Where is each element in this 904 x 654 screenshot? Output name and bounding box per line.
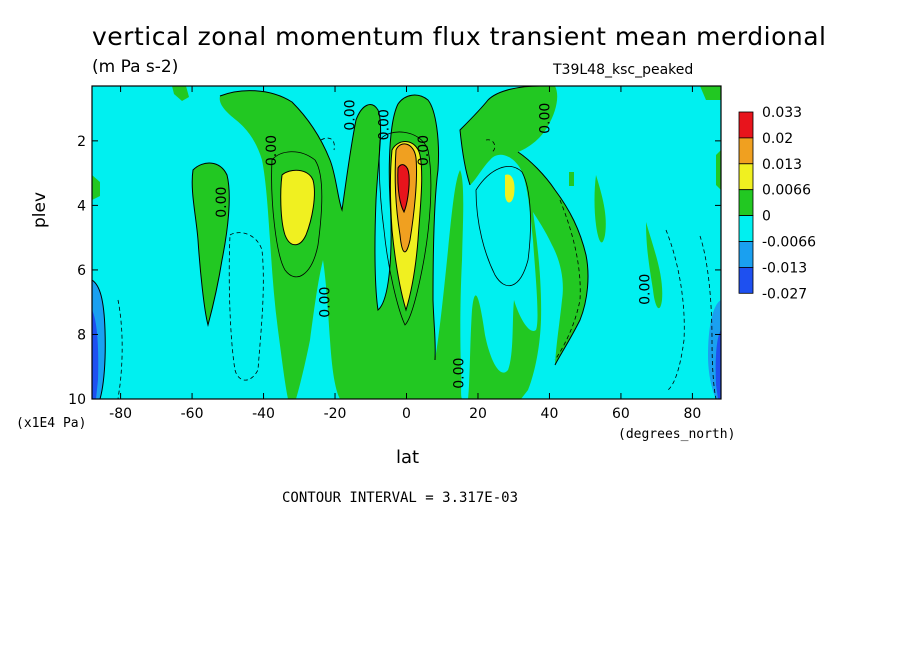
contour-label: 0.00 — [638, 274, 654, 305]
legend-swatch — [738, 215, 754, 242]
legend-label: 0.02 — [762, 131, 793, 147]
region-negative-south-strong — [92, 310, 99, 399]
contour-dashed-small — [320, 137, 335, 151]
contour-eq-2 — [390, 141, 423, 312]
contour-zero-sh-mid — [191, 162, 230, 327]
x-tick-label: 60 — [612, 406, 630, 422]
contour-label-group: 0.00 0.00 0.00 0.00 0.00 0.00 0.00 0.00 0.00 — [214, 99, 654, 388]
x-tick-label: 0 — [402, 406, 411, 422]
region-green-south-edge — [92, 175, 100, 200]
legend-label: 0.0066 — [762, 183, 811, 199]
legend-label: -0.013 — [762, 260, 807, 276]
region-green-north-edge — [716, 150, 721, 190]
chart-subtitle: (m Pa s-2) — [92, 57, 179, 77]
contour-label: 0.00 — [537, 103, 553, 134]
contour-label: 0.00 — [452, 358, 468, 389]
region-red-eq — [397, 164, 410, 212]
legend-swatch — [738, 137, 754, 165]
contour-label: 0.00 — [214, 187, 230, 218]
legend-swatch — [738, 189, 754, 216]
region-yellow-sh-jet — [280, 170, 315, 245]
contour-label: 0.00 — [377, 109, 393, 140]
contour-label: 0.00 — [343, 99, 359, 130]
chart-title: vertical zonal momentum flux transient m… — [92, 22, 827, 51]
contour-zero-nh — [517, 151, 589, 366]
y-axis-units: (x1E4 Pa) — [16, 416, 87, 431]
x-axis-units: (degrees_north) — [618, 427, 736, 442]
legend-label: 0.013 — [762, 157, 802, 173]
contour-dashed-nh-70 — [665, 229, 685, 391]
y-tick-label: 10 — [68, 392, 86, 408]
region-green-nh-70 — [646, 222, 663, 309]
legend-label: -0.027 — [762, 286, 807, 302]
legend-swatch — [738, 266, 754, 294]
contour-sh-jet-outer — [271, 151, 323, 278]
y-tick-label: 8 — [77, 327, 86, 343]
x-tick-label: 40 — [541, 406, 559, 422]
contour-label: 0.00 — [416, 135, 432, 166]
region-green-top-nh — [700, 86, 721, 100]
run-label: T39L48_ksc_peaked — [553, 62, 694, 78]
contour-interval-note: CONTOUR INTERVAL = 3.317E-03 — [282, 490, 519, 506]
plot-field — [92, 86, 721, 399]
contour-eq-3 — [394, 143, 418, 253]
contour-dashed-nh-mid — [554, 199, 581, 361]
contour-eq-4 — [397, 164, 410, 214]
region-green-nh-small — [594, 175, 606, 243]
legend-swatch — [738, 163, 754, 191]
y-tick-label: 6 — [77, 263, 86, 279]
contour-zero-south — [92, 279, 106, 399]
color-legend: 0.033 0.02 0.013 0.0066 0 -0.0066 -0.013 -0.027 — [738, 105, 816, 302]
contour-sh-jet-inner — [280, 169, 315, 246]
region-yellow-nh-30 — [505, 174, 515, 203]
legend-swatch — [738, 241, 754, 268]
contour-zero-nh-top — [459, 86, 541, 186]
contour-lines — [92, 86, 717, 399]
contour-dashed-north — [699, 235, 717, 399]
y-axis-ticks: 2 4 6 8 10 — [68, 134, 721, 408]
contour-eq-1 — [378, 131, 432, 326]
region-green-sh-mid — [192, 163, 230, 325]
y-tick-label: 4 — [77, 198, 86, 214]
x-tick-label: 20 — [469, 406, 487, 422]
region-negative-north-strong — [715, 330, 721, 399]
contour-label: 0.00 — [318, 287, 334, 318]
x-tick-label: 80 — [683, 406, 701, 422]
legend-swatch — [738, 111, 754, 139]
legend-label: 0.033 — [762, 105, 802, 121]
y-tick-label: 2 — [77, 134, 86, 150]
x-tick-label: -80 — [109, 406, 132, 422]
x-tick-label: -40 — [252, 406, 275, 422]
contour-dashed-sh-mid — [228, 232, 264, 381]
contour-zero-central — [219, 90, 439, 361]
region-green-top-a — [172, 86, 189, 101]
contour-label: 0.00 — [264, 135, 280, 166]
x-tick-label: -20 — [324, 406, 347, 422]
x-axis-label: lat — [396, 447, 420, 468]
legend-label: 0 — [762, 209, 771, 225]
x-axis-ticks: -80 -60 -40 -20 0 20 40 60 80 — [109, 86, 701, 422]
contour-dashed-small-nh — [485, 139, 496, 153]
region-green-nh-dot — [569, 172, 574, 186]
contour-dashed-south — [117, 299, 123, 399]
x-tick-label: -60 — [181, 406, 204, 422]
legend-label: -0.0066 — [762, 235, 816, 251]
contour-nh-30 — [475, 166, 531, 287]
